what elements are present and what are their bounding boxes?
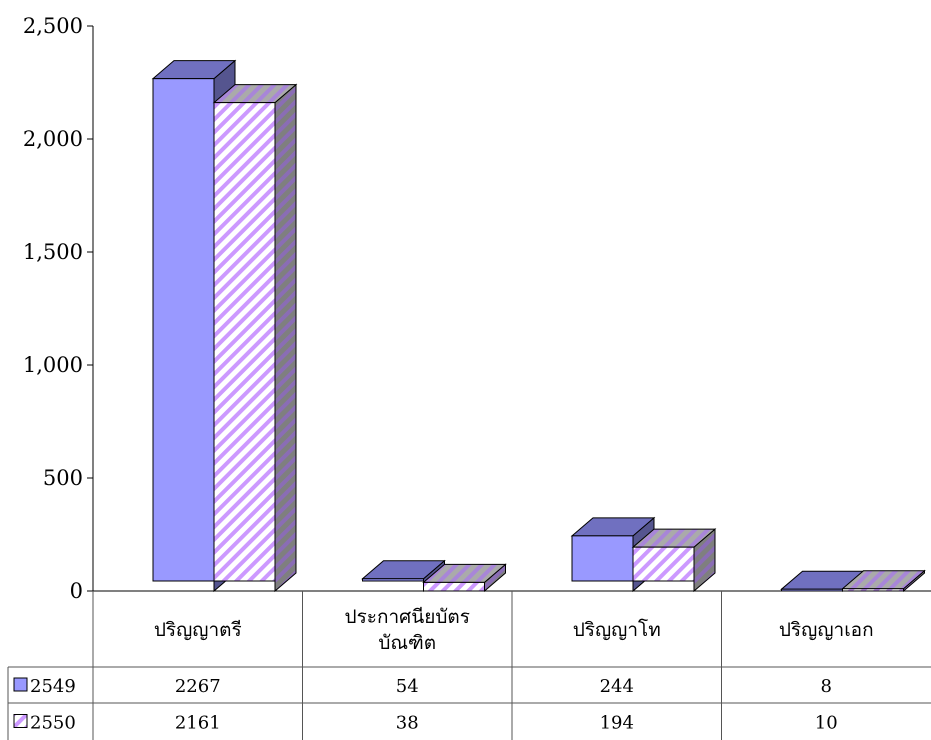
y-tick-label: 2,500 xyxy=(23,14,83,38)
table-value: 194 xyxy=(600,713,634,734)
category-label: ปริญญาเอก xyxy=(779,619,874,641)
category-label: ปริญญาโท xyxy=(573,618,661,641)
table-value: 54 xyxy=(396,676,419,697)
table-value: 38 xyxy=(396,713,419,734)
bar-front xyxy=(571,535,634,582)
bars xyxy=(151,59,926,593)
y-axis: 0 500 1,000 1,500 2,000 2,500 xyxy=(23,14,94,603)
y-tick-label: 2,000 xyxy=(23,127,83,151)
category-label: ประกาศนียบัตรบัณฑิต xyxy=(345,606,470,654)
legend-label-2550: 2550 xyxy=(30,713,76,734)
bar-2550-2 xyxy=(422,563,507,593)
legend-key-2549 xyxy=(13,677,28,692)
bar-2550-3 xyxy=(631,528,717,593)
category-label: ปริญญาตรี xyxy=(154,619,242,641)
bar-front xyxy=(362,578,424,582)
bar-2550-1 xyxy=(212,83,298,593)
bar-front xyxy=(213,102,276,582)
y-tick-label: 0 xyxy=(70,579,83,603)
table-value: 10 xyxy=(815,713,838,734)
bar-front xyxy=(423,581,485,592)
bar-front xyxy=(632,546,695,582)
data-table: ปริญญาตรี ประกาศนียบัตรบัณฑิต ปริญญาโท ปริญ… xyxy=(7,590,931,740)
y-tick-label: 500 xyxy=(43,466,83,490)
legend-key-2550 xyxy=(13,714,28,728)
bar-2550-4 xyxy=(841,569,926,593)
legend-label-2549: 2549 xyxy=(30,676,76,697)
table-value: 244 xyxy=(600,676,634,697)
y-tick-label: 1,500 xyxy=(23,240,83,264)
bar-front xyxy=(152,78,215,582)
table-value: 2267 xyxy=(175,676,221,697)
table-value: 2161 xyxy=(175,713,221,734)
bar-side xyxy=(274,83,297,593)
y-tick-label: 1,000 xyxy=(23,353,83,377)
table-value: 8 xyxy=(821,676,832,697)
